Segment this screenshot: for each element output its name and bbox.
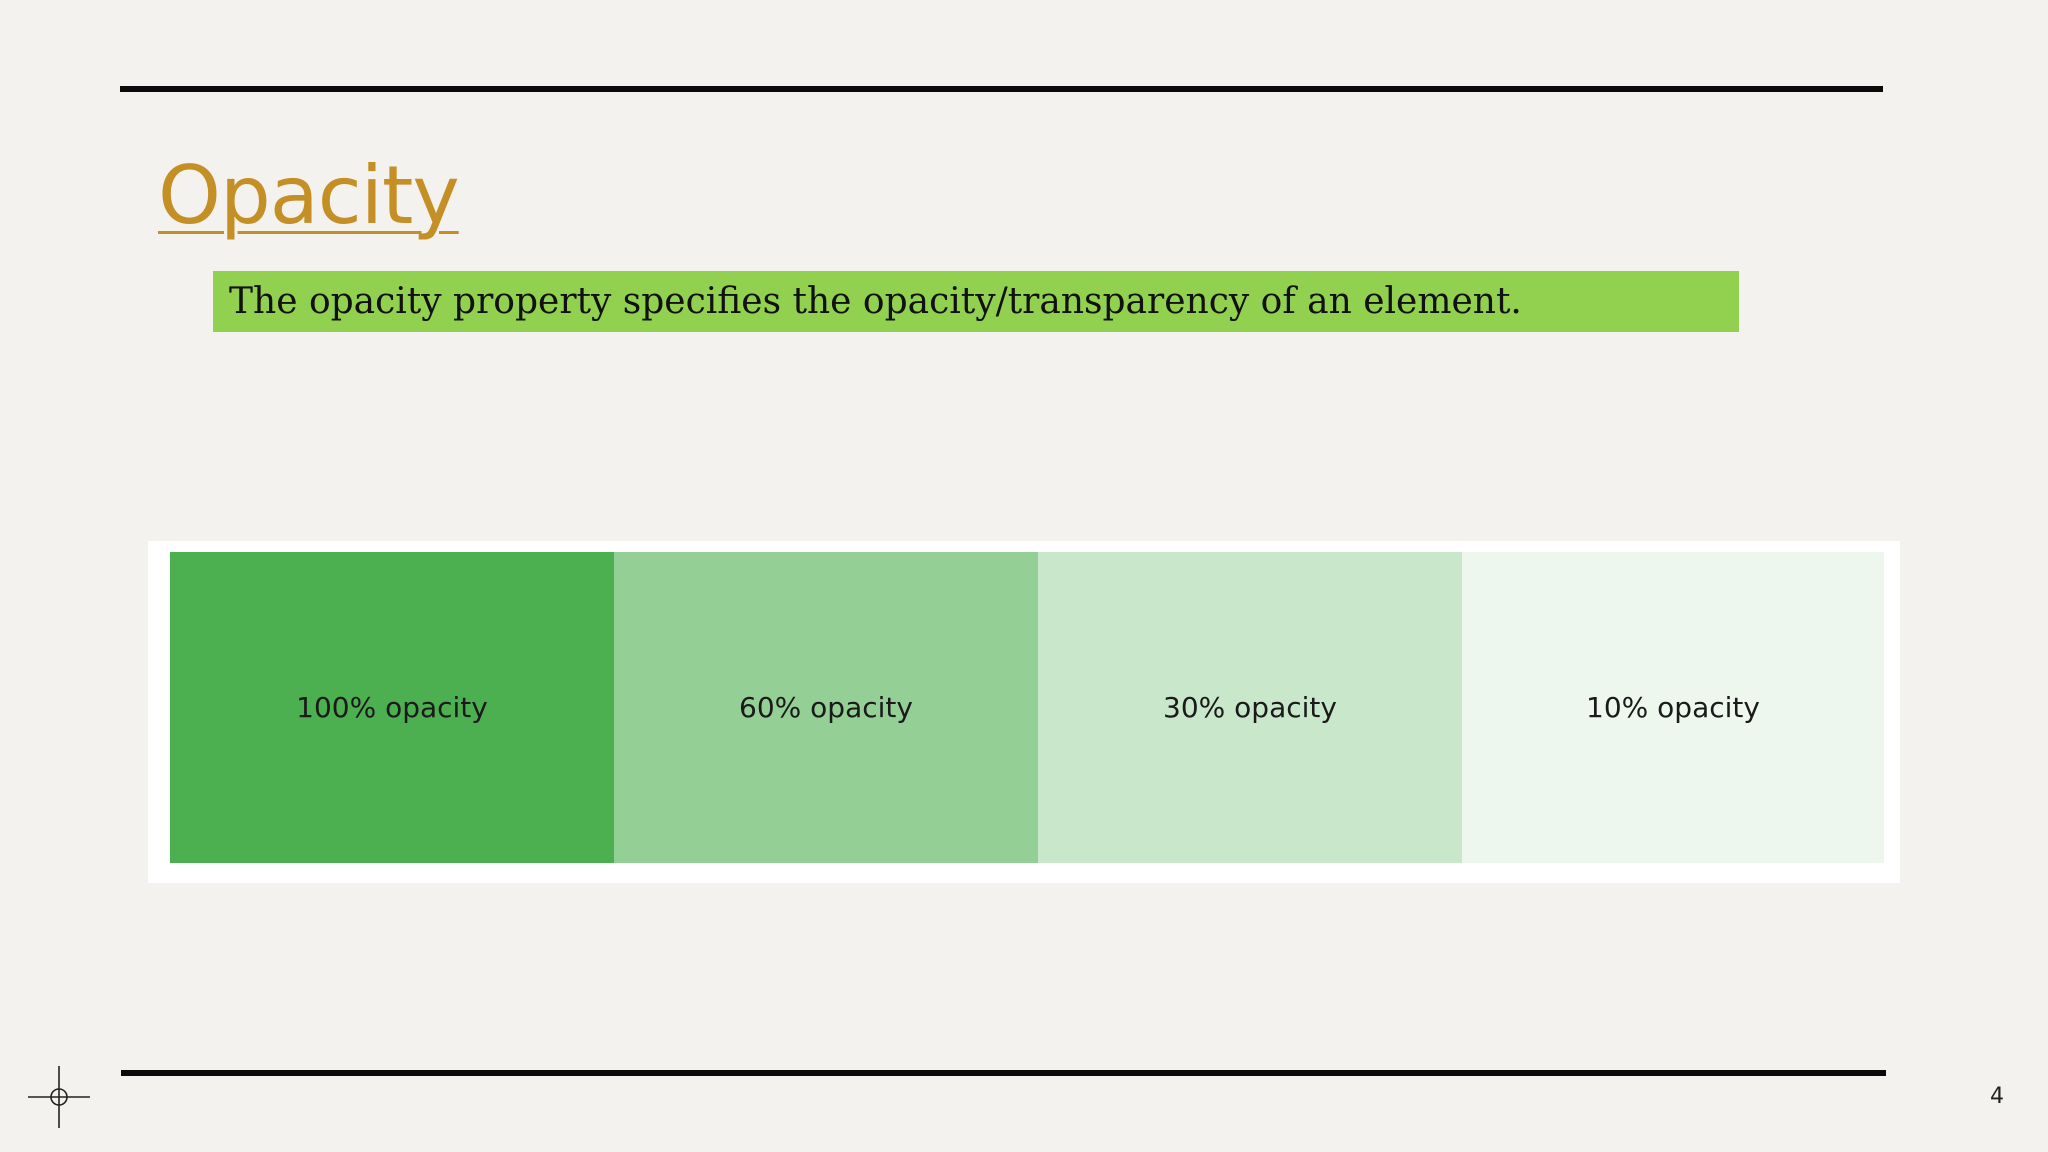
opacity-box-30: 30% opacity [1038,552,1462,863]
opacity-box-10: 10% opacity [1462,552,1884,863]
crosshair-icon [28,1066,90,1128]
bottom-divider [121,1070,1886,1076]
description-text: The opacity property specifies the opaci… [229,281,1522,322]
opacity-box-label: 30% opacity [1163,691,1337,724]
opacity-box-label: 10% opacity [1586,691,1760,724]
slide-title: Opacity [158,149,460,242]
opacity-box-100: 100% opacity [170,552,614,863]
description-highlight: The opacity property specifies the opaci… [213,271,1739,332]
opacity-box-label: 100% opacity [296,691,488,724]
page-number: 4 [1990,1084,2004,1109]
opacity-demo-boxes: 100% opacity 60% opacity 30% opacity 10%… [170,552,1884,863]
top-divider [120,86,1883,92]
opacity-box-label: 60% opacity [739,691,913,724]
opacity-box-60: 60% opacity [614,552,1038,863]
opacity-demo-frame: 100% opacity 60% opacity 30% opacity 10%… [148,541,1900,883]
